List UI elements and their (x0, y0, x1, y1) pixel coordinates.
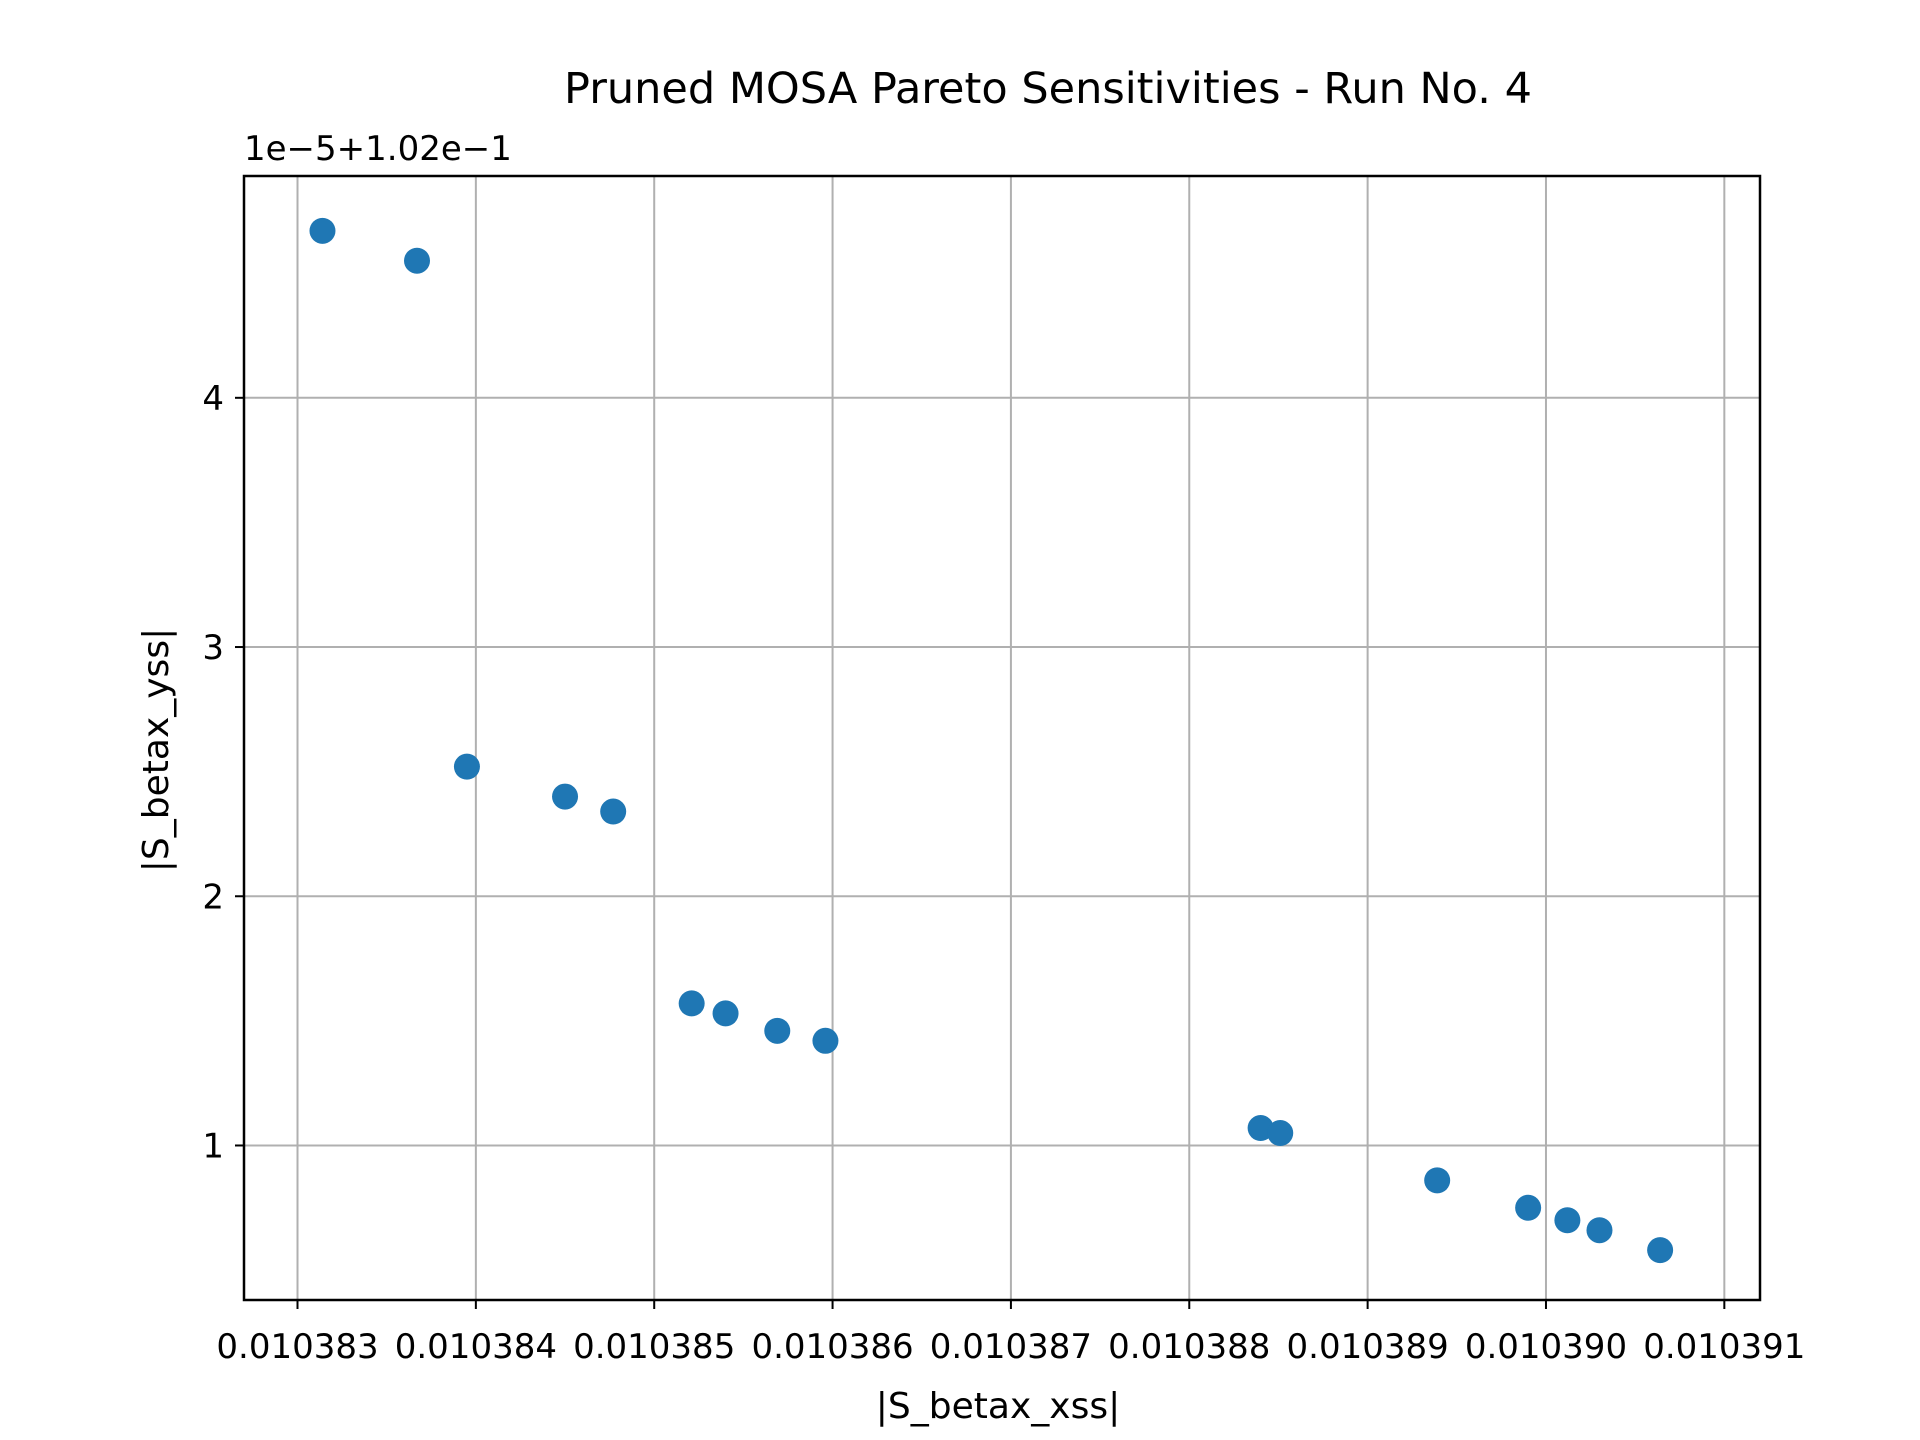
data-point (812, 1027, 839, 1054)
data-point (712, 1000, 739, 1027)
data-point (1554, 1207, 1581, 1234)
data-point (1647, 1237, 1674, 1264)
data-point (552, 783, 579, 810)
y-tick-label: 4 (202, 379, 224, 419)
x-tick-label: 0.010383 (216, 1327, 378, 1367)
data-point (404, 247, 431, 274)
data-point (678, 990, 705, 1017)
x-tick-label: 0.010386 (751, 1327, 913, 1367)
y-axis-offset-label: 1e−5+1.02e−1 (244, 129, 512, 169)
y-tick-label: 3 (202, 628, 224, 668)
gridlines (244, 176, 1760, 1300)
x-axis-ticks: 0.010383 0.010384 0.010385 0.010386 0.010387… (216, 1300, 1805, 1367)
x-tick-label: 0.010385 (573, 1327, 735, 1367)
x-tick-label: 0.010388 (1108, 1327, 1270, 1367)
y-axis-label: |S_betax_yss| (136, 628, 177, 872)
y-axis-ticks: 1 2 3 4 (202, 379, 244, 1166)
data-point (1267, 1120, 1294, 1147)
x-axis-label: |S_betax_xss| (876, 1386, 1120, 1427)
x-tick-label: 0.010391 (1643, 1327, 1805, 1367)
x-tick-label: 0.010390 (1465, 1327, 1627, 1367)
data-point (764, 1017, 791, 1044)
chart-title: Pruned MOSA Pareto Sensitivities - Run N… (564, 64, 1532, 114)
x-tick-label: 0.010384 (395, 1327, 557, 1367)
y-tick-label: 1 (202, 1126, 224, 1166)
data-point (309, 217, 336, 244)
data-point (453, 753, 480, 780)
x-tick-label: 0.010389 (1287, 1327, 1449, 1367)
plot-frame (242, 174, 1762, 1302)
data-point (1586, 1217, 1613, 1244)
data-point (1424, 1167, 1451, 1194)
x-tick-label: 0.010387 (930, 1327, 1092, 1367)
data-point (1515, 1194, 1542, 1221)
data-point (600, 798, 627, 825)
y-tick-label: 2 (202, 877, 224, 917)
data-point (1247, 1115, 1274, 1142)
data-points (309, 217, 1674, 1264)
